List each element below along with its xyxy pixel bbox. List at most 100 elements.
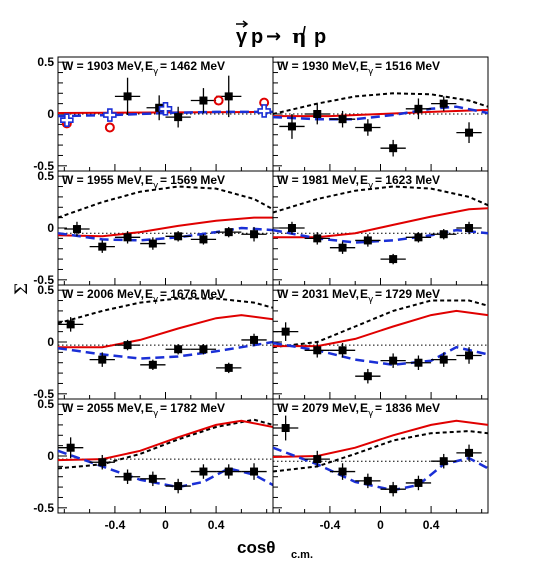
panel-label-e: E (360, 401, 368, 415)
data-point (174, 482, 183, 491)
data-point (313, 110, 322, 118)
panel-label-w: W = 1981 MeV, (277, 173, 359, 187)
y-tick-label: 0 (47, 449, 54, 463)
data-point (199, 345, 208, 354)
data-point (389, 255, 398, 264)
data-point (389, 144, 398, 153)
data-point (174, 232, 183, 241)
red-curve (58, 216, 273, 238)
gamma-vector-arrowhead (242, 20, 249, 28)
data-point (313, 346, 322, 355)
y-tick-label: 0 (47, 107, 54, 121)
panel-label-w: W = 1955 MeV, (62, 173, 144, 187)
panel-body (58, 297, 273, 374)
black-dashed-curve (273, 185, 488, 214)
data-point (363, 123, 372, 132)
x-tick-label: 0.4 (423, 518, 440, 532)
red-curve (273, 419, 488, 458)
blue-dashed-curve (58, 226, 273, 242)
data-point (363, 372, 372, 381)
panel-label-energy: = 1623 MeV (375, 173, 440, 187)
data-point (123, 233, 132, 242)
panel-body (273, 299, 488, 384)
open-cross-point (158, 102, 173, 116)
reaction-gamma: γ (236, 26, 248, 48)
data-point (338, 467, 347, 476)
y-tick-label: 0 (47, 221, 54, 235)
y-tick-label: 0.5 (37, 397, 54, 411)
data-point (123, 472, 132, 481)
panel-label-energy: = 1782 MeV (160, 401, 225, 415)
panel-label-w: W = 2079 MeV, (277, 401, 359, 415)
panel-label-e: E (145, 401, 153, 415)
x-tick-label: -0.4 (105, 518, 126, 532)
data-point (174, 345, 183, 354)
panel-body (273, 92, 488, 157)
panel-label-e-sub: γ (153, 67, 159, 77)
panel-body (273, 415, 488, 497)
x-tick-label: 0 (377, 518, 384, 532)
y-tick-label: -0.5 (33, 273, 54, 287)
data-point (465, 351, 474, 360)
panel-label-e: E (145, 59, 153, 73)
open-circle-point (213, 95, 224, 106)
data-point (338, 243, 347, 252)
panel-label-e: E (360, 287, 368, 301)
data-point (224, 228, 233, 237)
data-point (338, 115, 347, 124)
panel-body (58, 418, 273, 494)
panel-label-energy: = 1729 MeV (375, 287, 440, 301)
data-point (287, 122, 296, 131)
open-cross-point (103, 108, 117, 122)
data-point (414, 104, 423, 113)
blue-dashed-curve (58, 449, 273, 489)
data-point (281, 327, 290, 336)
panel-label-w: W = 1903 MeV, (62, 59, 144, 73)
data-point (199, 235, 208, 244)
data-point (313, 234, 322, 243)
panel-label-e-sub: γ (153, 181, 159, 191)
data-point (389, 485, 398, 494)
data-point (439, 355, 448, 364)
data-point (148, 239, 157, 248)
panel-body (58, 75, 273, 133)
data-point (465, 448, 474, 457)
reaction-title: γ p → η / p (236, 20, 326, 48)
blue-dashed-curve (273, 105, 488, 121)
data-point (439, 457, 448, 466)
data-point (389, 356, 398, 365)
data-point (281, 424, 290, 433)
black-dashed-curve (273, 92, 488, 115)
panel-label-w: W = 1930 MeV, (277, 59, 359, 73)
data-point (250, 335, 259, 344)
data-point (439, 230, 448, 239)
data-point (66, 443, 75, 452)
panel-body (58, 185, 273, 253)
panel-label-w: W = 2031 MeV, (277, 287, 359, 301)
data-point (250, 230, 259, 239)
panel-label-energy: = 1569 MeV (160, 173, 225, 187)
blue-dashed-curve (273, 446, 488, 492)
data-point (250, 467, 259, 476)
y-tick-label: 0.5 (37, 283, 54, 297)
data-point (199, 467, 208, 476)
panel-label-e-sub: γ (368, 409, 374, 419)
blue-dashed-curve (58, 340, 273, 360)
x-tick-label: -0.4 (320, 518, 341, 532)
data-point (72, 225, 81, 234)
x-axis-title-main: cosθ (237, 538, 275, 557)
data-point (414, 358, 423, 367)
red-curve (58, 419, 273, 462)
